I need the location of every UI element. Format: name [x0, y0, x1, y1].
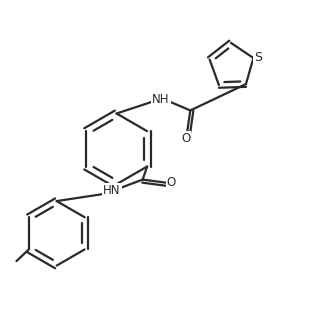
Text: HN: HN [103, 184, 121, 197]
Text: S: S [254, 51, 262, 64]
Text: O: O [181, 132, 190, 144]
Text: NH: NH [152, 93, 170, 106]
Text: O: O [167, 175, 176, 188]
